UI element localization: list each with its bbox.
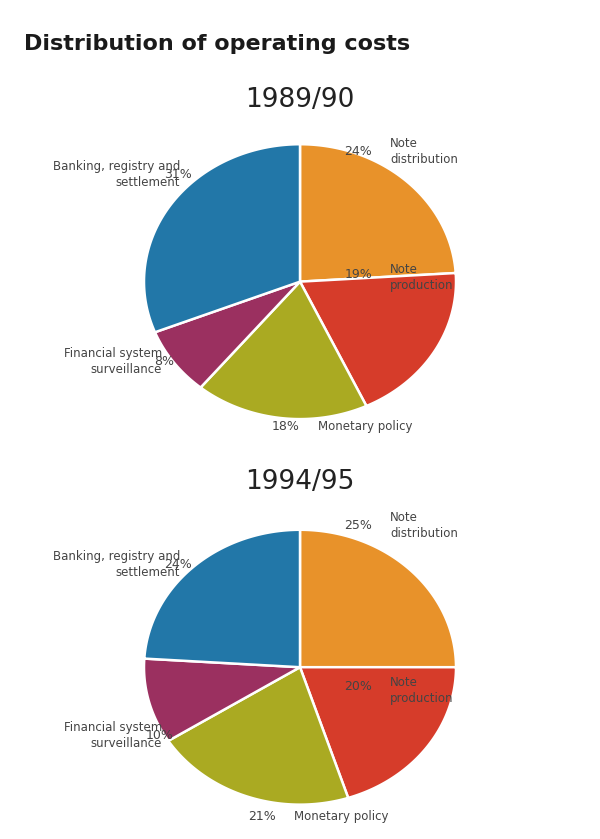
Text: Financial system
surveillance: Financial system surveillance <box>64 722 162 750</box>
Text: Distribution of operating costs: Distribution of operating costs <box>24 34 410 54</box>
Text: 1989/90: 1989/90 <box>245 87 355 113</box>
Polygon shape <box>144 144 300 332</box>
Text: 10%: 10% <box>146 729 174 743</box>
Polygon shape <box>300 273 456 406</box>
Text: Banking, registry and
settlement: Banking, registry and settlement <box>53 160 180 190</box>
Text: 25%: 25% <box>344 519 372 533</box>
Text: Monetary policy: Monetary policy <box>318 420 413 433</box>
Polygon shape <box>300 144 455 282</box>
Text: 19%: 19% <box>344 268 372 280</box>
Text: Note
distribution: Note distribution <box>390 138 458 166</box>
Polygon shape <box>155 282 300 388</box>
Text: 24%: 24% <box>344 145 372 159</box>
Text: Financial system
surveillance: Financial system surveillance <box>64 347 162 377</box>
Polygon shape <box>168 667 348 805</box>
Text: Note
production: Note production <box>390 263 454 292</box>
Text: Monetary policy: Monetary policy <box>294 810 389 822</box>
Text: Note
distribution: Note distribution <box>390 512 458 540</box>
Text: 20%: 20% <box>344 680 372 693</box>
Text: 24%: 24% <box>164 558 192 571</box>
Text: 31%: 31% <box>164 169 192 181</box>
Text: Note
production: Note production <box>390 675 454 705</box>
Text: 21%: 21% <box>248 810 276 822</box>
Polygon shape <box>300 667 456 798</box>
Text: Banking, registry and
settlement: Banking, registry and settlement <box>53 550 180 579</box>
Text: 18%: 18% <box>272 420 300 433</box>
Polygon shape <box>144 659 300 741</box>
Polygon shape <box>300 529 456 667</box>
Text: 8%: 8% <box>154 356 174 368</box>
Polygon shape <box>200 282 367 419</box>
Text: 1994/95: 1994/95 <box>245 469 355 495</box>
Polygon shape <box>145 529 300 667</box>
